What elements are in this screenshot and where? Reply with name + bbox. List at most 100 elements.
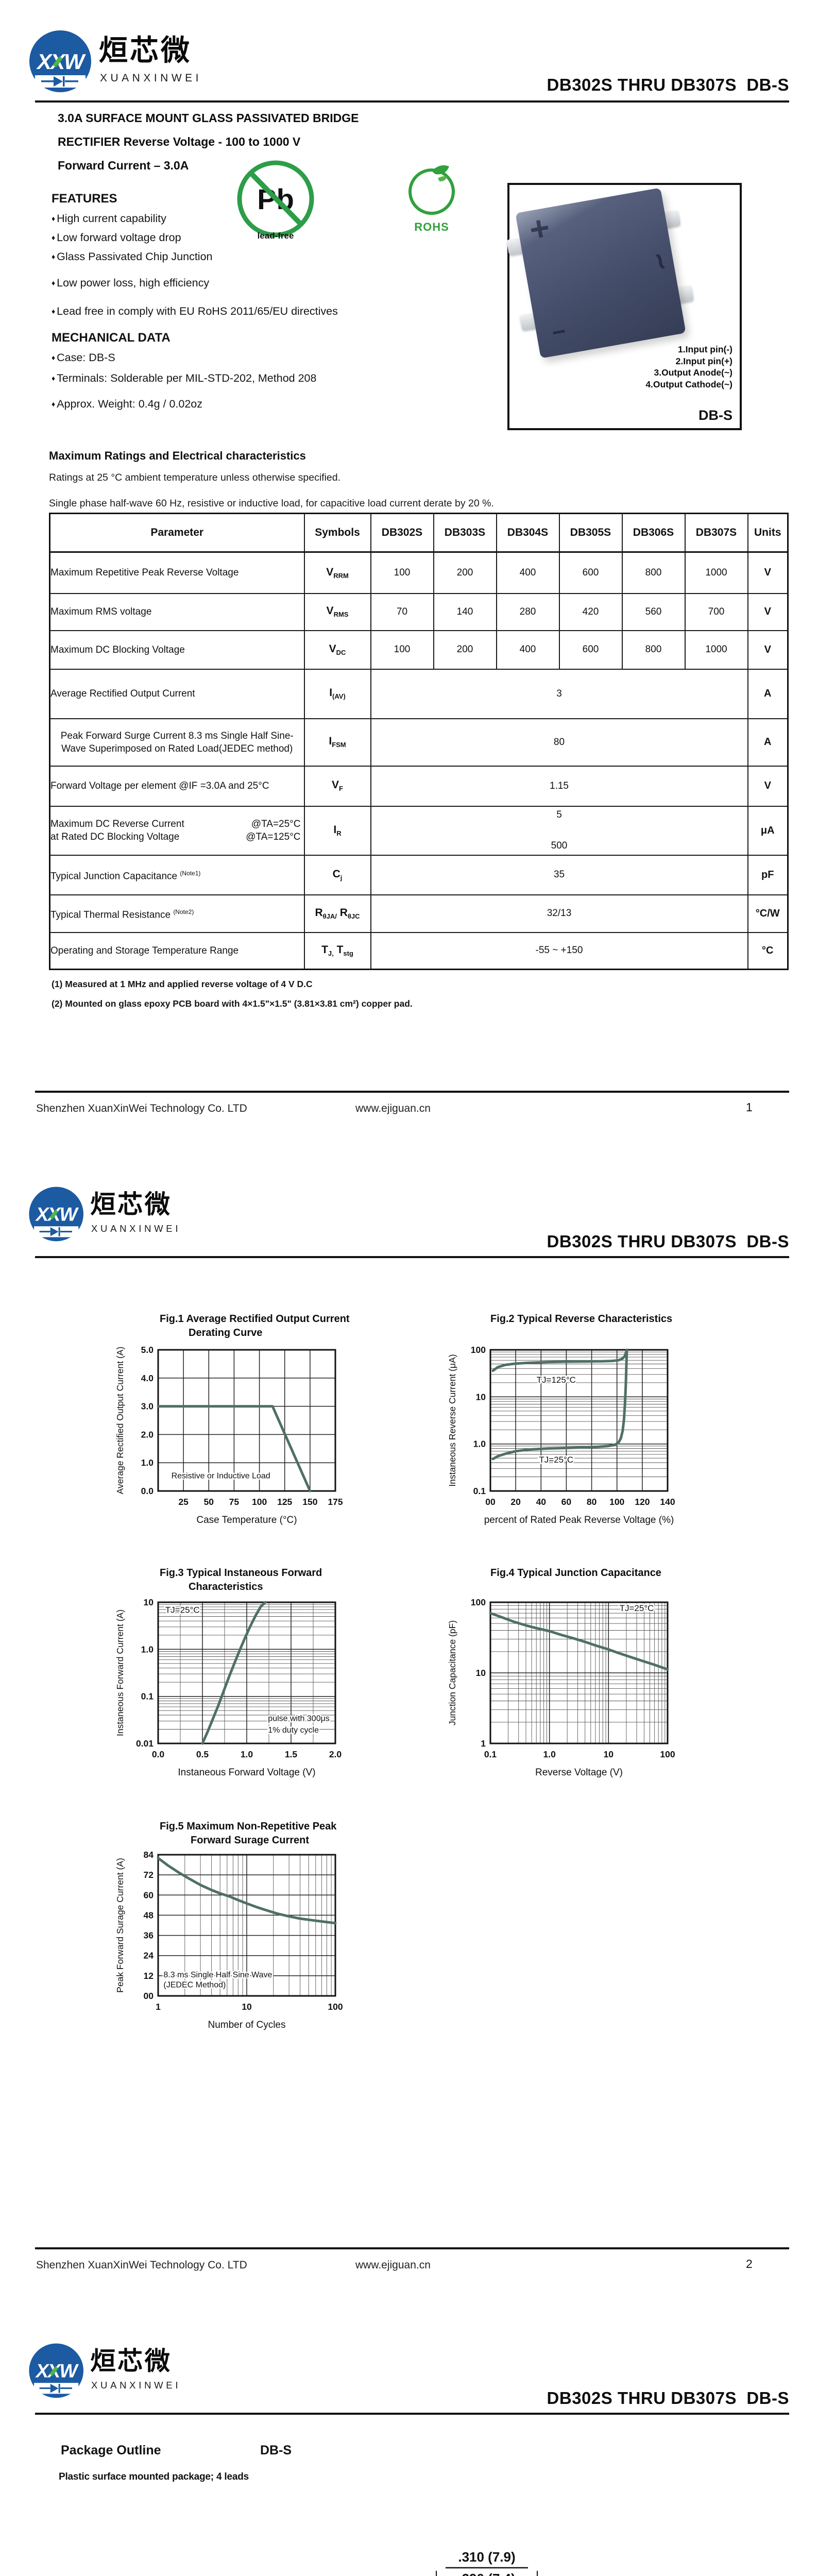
symbol-cell: RθJA/ RθJC xyxy=(303,894,371,933)
svg-text:0.1: 0.1 xyxy=(141,1691,154,1702)
value-cell: 420 xyxy=(558,592,623,631)
units-cell: V xyxy=(747,592,789,631)
diamond-bullet-icon: ♦ xyxy=(52,214,56,223)
value-cell: 100 xyxy=(370,630,434,670)
fig2-title: Fig.2 Typical Reverse Characteristics xyxy=(490,1313,673,1325)
svg-text:3.0: 3.0 xyxy=(141,1401,154,1412)
pin-description-list: 1.Input pin(-) 2.Input pin(+) 3.Output Ano… xyxy=(645,344,732,390)
svg-text:10: 10 xyxy=(476,1668,486,1678)
svg-text:Peak Forward Surage Current (A: Peak Forward Surage Current (A) xyxy=(115,1858,125,1993)
ratings-header-cell: DB304S xyxy=(496,513,560,553)
svg-text:TJ=125°C: TJ=125°C xyxy=(537,1375,576,1385)
pin-item: 4.Output Cathode(~) xyxy=(645,379,732,389)
ratings-header-cell: Units xyxy=(747,513,789,553)
svg-text:0.0: 0.0 xyxy=(141,1486,154,1496)
svg-text:Instaneous Reverse Current (μA: Instaneous Reverse Current (μA) xyxy=(447,1354,457,1486)
value-cell: 70 xyxy=(370,592,434,631)
svg-text:1.5: 1.5 xyxy=(285,1749,298,1759)
fig3-title-2: Characteristics xyxy=(189,1581,263,1592)
page-number: 2 xyxy=(746,2257,753,2270)
svg-text:10: 10 xyxy=(476,1392,486,1402)
svg-text:1.0: 1.0 xyxy=(241,1749,253,1759)
units-cell: μA xyxy=(747,805,789,856)
symbol-cell: IFSM xyxy=(303,718,371,767)
svg-text:140: 140 xyxy=(660,1497,675,1507)
ratings-row: Maximum RMS voltage VRMS 70 140 280 420 560 700… xyxy=(49,592,789,631)
footer-rule xyxy=(35,1091,789,1093)
param-cell: Maximum DC Blocking Voltage xyxy=(49,630,305,670)
svg-text:Case Temperature (°C): Case Temperature (°C) xyxy=(196,1515,297,1526)
package-outline-case: DB-S xyxy=(260,2443,292,2458)
diamond-bullet-icon: ♦ xyxy=(52,353,56,362)
svg-text:100: 100 xyxy=(660,1749,675,1759)
value-cell: 400 xyxy=(496,630,560,670)
fig2-chart: TJ=125°C TJ=25°C 00 20 40 60 80 100 120 140 0.1 1.0… xyxy=(447,1345,675,1526)
svg-text:40: 40 xyxy=(536,1497,547,1507)
doc-title: DB302S THRU DB307S DB-S xyxy=(547,2388,789,2408)
svg-text:Instaneous Forward Current (A): Instaneous Forward Current (A) xyxy=(115,1609,125,1736)
svg-text:100: 100 xyxy=(471,1597,486,1607)
ratings-table: Parameter Symbols DB302S DB303S DB304S DB305S… xyxy=(49,513,789,970)
symbol-cell: IR xyxy=(303,805,371,856)
note-1: (1) Measured at 1 MHz and applied revers… xyxy=(52,979,313,989)
logo-monogram-icon: XXW xyxy=(29,1187,83,1242)
param-cell: Maximum DC Reverse Current @TA=25°C at Rat… xyxy=(49,805,305,856)
svg-text:4.0: 4.0 xyxy=(141,1373,154,1383)
fig3-title: Fig.3 Typical Instaneous Forward xyxy=(160,1567,322,1579)
svg-text:1: 1 xyxy=(156,2002,161,2012)
header-rule xyxy=(35,1256,789,1258)
symbol-cell: I(AV) xyxy=(303,668,371,719)
svg-text:1% duty cycle: 1% duty cycle xyxy=(268,1726,319,1735)
svg-text:120: 120 xyxy=(635,1497,650,1507)
ratings-header-cell: DB305S xyxy=(558,513,623,553)
feature-item: ♦ Glass Passivated Chip Junction xyxy=(52,250,213,263)
svg-text:72: 72 xyxy=(144,1870,154,1880)
footer-website: www.ejiguan.cn xyxy=(355,1103,431,1114)
symbol-cell: VRRM xyxy=(303,551,371,594)
value-cell: 560 xyxy=(621,592,686,631)
package-outline-title: Package Outline xyxy=(61,2443,161,2458)
svg-text:1.0: 1.0 xyxy=(141,1458,154,1468)
diamond-bullet-icon: ♦ xyxy=(52,307,56,315)
svg-text:150: 150 xyxy=(302,1497,317,1507)
svg-text:60: 60 xyxy=(144,1890,154,1900)
svg-text:100: 100 xyxy=(252,1497,267,1507)
svg-text:60: 60 xyxy=(561,1497,572,1507)
value-cell: 1.15 xyxy=(370,765,748,807)
company-logo: XXW 烜芯微 XUANXINWEI xyxy=(27,29,243,101)
logo-latin-text: XUANXINWEI xyxy=(100,72,202,84)
logo-latin-text: XUANXINWEI xyxy=(91,1223,181,1234)
svg-text:10: 10 xyxy=(144,1597,154,1607)
mech-item: ♦ Terminals: Solderable per MIL-STD-202, … xyxy=(52,372,317,384)
svg-text:1: 1 xyxy=(481,1738,486,1749)
fig1-title-2: Derating Curve xyxy=(189,1327,263,1338)
value-cell: 1000 xyxy=(684,551,748,594)
svg-text:0.0: 0.0 xyxy=(152,1749,165,1759)
diamond-bullet-icon: ♦ xyxy=(52,374,56,382)
param-cell: Typical Junction Capacitance (Note1) xyxy=(49,854,305,895)
company-logo: XXW 烜芯微 XUANXINWEI xyxy=(27,1185,217,1249)
svg-text:125: 125 xyxy=(277,1497,292,1507)
headline-3: Forward Current – 3.0A xyxy=(58,159,189,172)
param-cell: Average Rectified Output Current xyxy=(49,668,305,719)
header-rule xyxy=(35,100,789,103)
headline-2: RECTIFIER Reverse Voltage - 100 to 1000 … xyxy=(58,135,301,148)
svg-text:75: 75 xyxy=(229,1497,240,1507)
pin-item: 1.Input pin(-) xyxy=(678,344,732,354)
ratings-row: Peak Forward Surge Current 8.3 ms Single… xyxy=(49,718,789,767)
value-cell: 800 xyxy=(621,551,686,594)
fig5-chart: 8.3 ms Single Half Sine Wave (JEDEC Metho… xyxy=(115,1850,343,2030)
ratings-row: Average Rectified Output Current I(AV) 3 A xyxy=(49,668,789,719)
ratings-header-cell: DB306S xyxy=(621,513,686,553)
doc-title: DB302S THRU DB307S DB-S xyxy=(547,75,789,94)
svg-text:pulse with 300μs: pulse with 300μs xyxy=(268,1714,330,1723)
ratings-subtitle-2: Single phase half-wave 60 Hz, resistive … xyxy=(49,498,494,509)
units-cell: pF xyxy=(747,854,789,895)
svg-text:1.0: 1.0 xyxy=(543,1749,556,1759)
features-title: FEATURES xyxy=(52,192,117,206)
svg-text:XXW: XXW xyxy=(36,49,86,74)
svg-text:1.0: 1.0 xyxy=(141,1644,154,1654)
svg-text:Average Rectified Output Curre: Average Rectified Output Current (A) xyxy=(115,1347,125,1495)
svg-text:12: 12 xyxy=(144,1971,154,1981)
